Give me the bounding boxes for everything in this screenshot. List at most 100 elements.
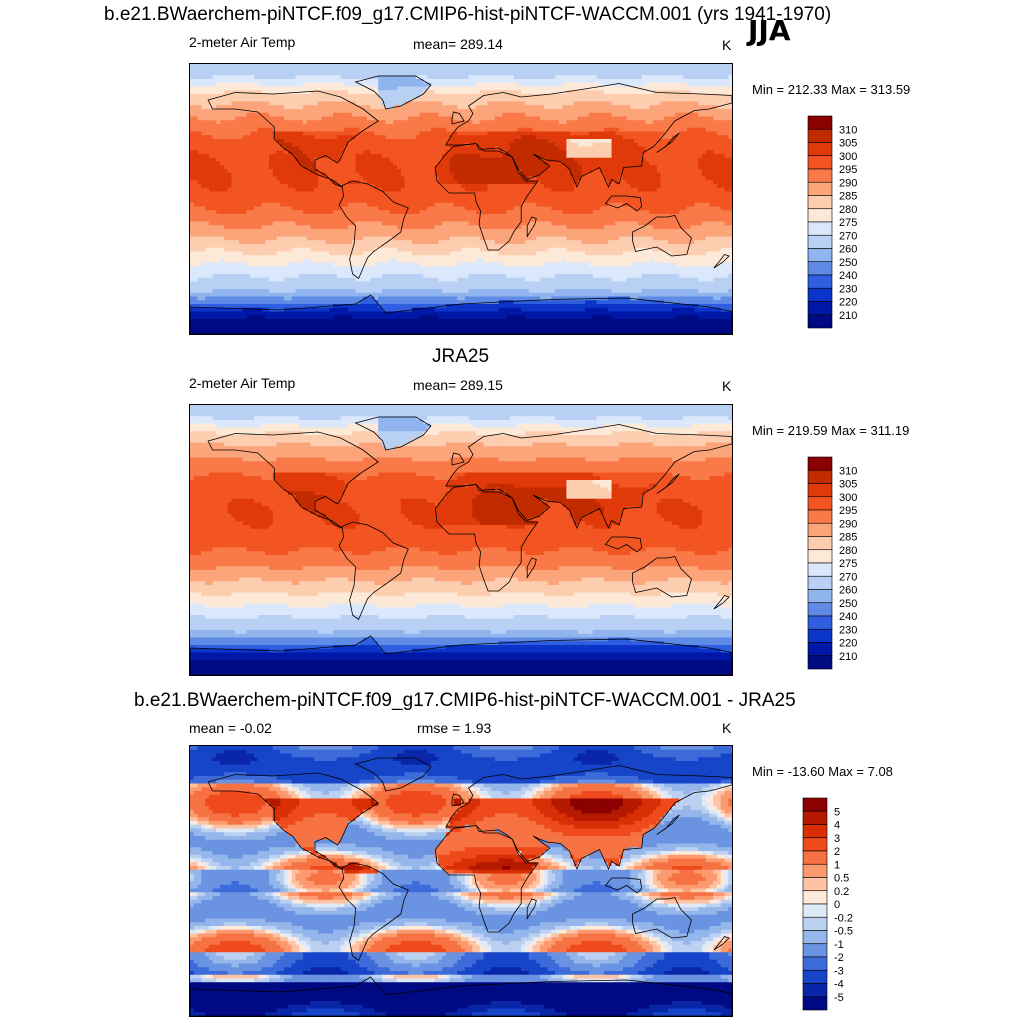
colorbar-swatch [807, 615, 833, 630]
panel-1-mean-label: mean= 289.14 [413, 36, 503, 52]
colorbar-tick-label: 250 [839, 598, 857, 610]
colorbar-swatch [807, 261, 833, 276]
panel-1-map [189, 63, 733, 335]
panel-1-minmax: Min = 212.33 Max = 313.59 [752, 82, 910, 97]
colorbar-swatch [807, 509, 833, 524]
colorbar-swatch [807, 195, 833, 210]
colorbar-tick-label: -3 [834, 965, 844, 977]
colorbar-swatch [807, 301, 833, 316]
colorbar-swatch [807, 287, 833, 302]
colorbar-tick-label: 0 [834, 899, 840, 911]
colorbar-tick-label: -0.5 [834, 926, 853, 938]
colorbar-swatch [807, 602, 833, 617]
colorbar-swatch [807, 522, 833, 537]
colorbar-swatch [802, 837, 828, 852]
colorbar-tick-label: 275 [839, 217, 857, 229]
panel-3-colorbar: 5 4 3 2 1 0.5 0.2 0 -0.2 -0.5 -1 -2 -3 -4 -5 [802, 797, 883, 1012]
colorbar-tick-label: 305 [839, 138, 857, 150]
colorbar-tick-label: 280 [839, 545, 857, 557]
colorbar-swatch [807, 208, 833, 223]
colorbar-swatch [807, 469, 833, 484]
colorbar-tick-label: 305 [839, 479, 857, 491]
colorbar-swatch [802, 850, 828, 865]
colorbar-swatch [807, 314, 833, 329]
colorbar-swatch [807, 536, 833, 551]
colorbar-tick-label: 220 [839, 297, 857, 309]
panel-3-mean-label: mean = -0.02 [189, 720, 272, 736]
colorbar-tick-label: 290 [839, 518, 857, 530]
panel-2-variable-label: 2-meter Air Temp [189, 375, 295, 391]
colorbar-swatch [807, 168, 833, 183]
panel-3-rmse-label: rmse = 1.93 [417, 720, 491, 736]
panel-3-map [189, 745, 733, 1017]
colorbar-swatch [807, 274, 833, 289]
colorbar-tick-label: -1 [834, 939, 844, 951]
coastlines [190, 75, 732, 334]
colorbar-swatch [807, 248, 833, 263]
colorbar-tick-label: 280 [839, 204, 857, 216]
colorbar-tick-label: 0.2 [834, 886, 849, 898]
colorbar-tick-label: 250 [839, 257, 857, 269]
colorbar-swatch [802, 863, 828, 878]
colorbar-tick-label: 5 [834, 806, 840, 818]
panel-2-mean-label: mean= 289.15 [413, 377, 503, 393]
panel-1-variable-label: 2-meter Air Temp [189, 34, 295, 50]
panel-2-minmax: Min = 219.59 Max = 311.19 [752, 423, 909, 438]
colorbar-tick-label: 210 [839, 651, 857, 663]
colorbar-swatch [807, 128, 833, 143]
colorbar-tick-label: -2 [834, 952, 844, 964]
colorbar-swatch [807, 655, 833, 670]
colorbar-tick-label: 210 [839, 310, 857, 322]
colorbar-swatch [802, 797, 828, 812]
field-cells [190, 405, 732, 675]
colorbar-tick-label: 3 [834, 833, 840, 845]
colorbar-tick-label: 240 [839, 611, 857, 623]
colorbar-swatch [802, 877, 828, 892]
colorbar-swatch [802, 969, 828, 984]
colorbar-tick-label: 285 [839, 532, 857, 544]
colorbar-swatch [807, 642, 833, 657]
colorbar-swatch [802, 810, 828, 825]
colorbar-tick-label: 230 [839, 283, 857, 295]
colorbar-swatch [802, 996, 828, 1011]
colorbar-swatch [807, 549, 833, 564]
colorbar-swatch [802, 930, 828, 945]
colorbar-swatch [807, 628, 833, 643]
colorbar-swatch [807, 496, 833, 511]
colorbar-swatch [802, 890, 828, 905]
colorbar-swatch [807, 456, 833, 471]
colorbar-tick-label: 220 [839, 638, 857, 650]
colorbar-tick-label: 300 [839, 492, 857, 504]
colorbar-swatch [802, 983, 828, 998]
season-label: JJA [748, 14, 791, 47]
colorbar-tick-label: 2 [834, 846, 840, 858]
coastlines [190, 416, 732, 675]
colorbar-tick-label: 290 [839, 177, 857, 189]
colorbar-swatch [807, 234, 833, 249]
panel-3-difference-field [190, 746, 732, 1016]
colorbar-tick-label: -0.2 [834, 912, 853, 924]
panel-1-units-label: K [722, 37, 731, 53]
colorbar-tick-label: 270 [839, 571, 857, 583]
colorbar-tick-label: 300 [839, 151, 857, 163]
colorbar-swatch [807, 115, 833, 130]
panel-1-title: b.e21.BWaerchem-piNTCF.f09_g17.CMIP6-his… [104, 4, 831, 26]
colorbar-swatch [802, 956, 828, 971]
colorbar-swatch [802, 903, 828, 918]
panel-2-title: JRA25 [432, 346, 489, 368]
panel-3-minmax: Min = -13.60 Max = 7.08 [752, 764, 893, 779]
colorbar-tick-label: 295 [839, 164, 857, 176]
colorbar-tick-label: 260 [839, 585, 857, 597]
colorbar-tick-label: -5 [834, 992, 844, 1004]
colorbar-tick-label: 4 [834, 820, 840, 832]
colorbar-tick-label: 1 [834, 859, 840, 871]
colorbar-swatch [807, 589, 833, 604]
colorbar-swatch [807, 575, 833, 590]
colorbar-swatch [807, 142, 833, 157]
colorbar-swatch [807, 562, 833, 577]
colorbar-swatch [807, 221, 833, 236]
colorbar-tick-label: -4 [834, 979, 844, 991]
panel-3-title: b.e21.BWaerchem-piNTCF.f09_g17.CMIP6-his… [134, 690, 796, 712]
panel-1-colorbar: 310 305 300 295 290 285 280 275 270 260 250 240 230 2… [807, 115, 888, 330]
colorbar-tick-label: 0.5 [834, 873, 849, 885]
